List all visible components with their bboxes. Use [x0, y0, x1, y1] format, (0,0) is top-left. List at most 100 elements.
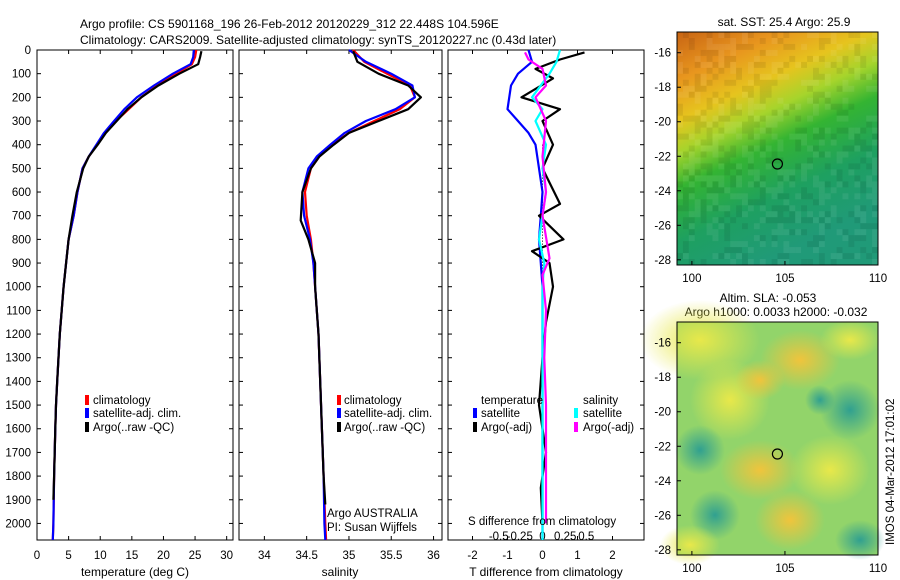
sst-pixel [706, 229, 713, 236]
sst-pixel [842, 145, 849, 152]
sst-pixel [718, 115, 725, 122]
series-line-argo-raw-qc- [299, 50, 422, 505]
sst-pixel [765, 157, 772, 164]
sst-pixel [700, 139, 707, 146]
sla-anomaly-blob [735, 360, 785, 400]
sst-pixel [682, 241, 689, 248]
sst-pixel [765, 79, 772, 86]
sst-pixel [688, 235, 695, 242]
sst-pixel [742, 241, 748, 248]
sst-pixel [872, 169, 878, 176]
sst-pixel [724, 127, 731, 134]
sst-pixel [759, 235, 766, 242]
sla-anomaly-blob [820, 380, 880, 440]
sst-pixel [706, 121, 713, 128]
legend-label-s-argo: Argo(-adj) [583, 422, 634, 434]
sst-pixel [730, 61, 737, 68]
sst-pixel [759, 175, 766, 182]
salinity-chart: 34 34.5 35 35.5 36 [239, 49, 442, 562]
sst-pixel [753, 235, 760, 242]
sst-pixel [742, 193, 748, 200]
map-x-tick-label: 110 [869, 563, 887, 575]
sst-pixel [753, 55, 760, 62]
sst-pixel [682, 163, 689, 170]
sst-pixel [854, 73, 861, 80]
sst-pixel [854, 211, 861, 218]
sst-pixel [813, 133, 819, 140]
sst-pixel [783, 247, 790, 254]
x-tick-label: 36 [427, 550, 440, 562]
sst-pixel [818, 91, 825, 98]
sst-pixel [836, 181, 843, 188]
sst-pixel [736, 163, 742, 170]
legend-label-t-argo: Argo(-adj) [481, 422, 532, 434]
sst-pixel [730, 97, 737, 104]
sst-pixel [724, 253, 731, 260]
sst-pixel [742, 151, 748, 158]
sst-pixel [712, 229, 719, 236]
sst-pixel [807, 217, 813, 224]
sst-pixel [777, 115, 784, 122]
y-tick-label: 1700 [5, 447, 31, 459]
sst-pixel [718, 163, 725, 170]
x-tick-label: 34 [258, 550, 271, 562]
sst-pixel [712, 253, 719, 260]
sst-pixel [694, 61, 701, 68]
sst-pixel [730, 247, 737, 254]
sst-pixel [777, 169, 784, 176]
map-y-tick-label: -22 [654, 151, 671, 163]
sst-pixel [706, 181, 713, 188]
sst-pixel [712, 205, 719, 212]
sst-pixel [807, 79, 813, 86]
sst-pixel [759, 259, 766, 265]
sla-anomaly-blob [675, 425, 725, 475]
sst-pixel [747, 97, 754, 104]
legend-label-satellite: satellite-adj. clim. [344, 408, 432, 420]
sst-pixel [789, 181, 796, 188]
sst-pixel [860, 217, 867, 224]
sst-pixel [801, 193, 807, 200]
sst-pixel [801, 163, 807, 170]
sst-pixel [742, 199, 748, 206]
sst-pixel [688, 157, 695, 164]
sst-pixel [789, 133, 796, 140]
sst-pixel [860, 38, 867, 44]
x-tick-label: 5 [65, 550, 71, 562]
sst-pixel [742, 121, 748, 128]
legend-label-t-satellite: satellite [481, 408, 520, 420]
sst-pixel [712, 91, 719, 98]
sst-pixel [872, 163, 878, 170]
sst-pixel [842, 181, 849, 188]
sst-pixel [742, 145, 748, 152]
sst-pixel [860, 139, 867, 146]
temperature-xlabel: temperature (deg C) [81, 565, 189, 579]
sst-pixel [730, 49, 737, 56]
sst-pixel [872, 259, 878, 265]
sst-pixel [783, 217, 790, 224]
sst-pixel [777, 175, 784, 182]
sst-pixel [824, 151, 831, 158]
sst-pixel [801, 79, 807, 86]
difference-plot-frame [447, 49, 645, 541]
sst-pixel [866, 151, 873, 158]
sst-pixel [759, 217, 766, 224]
argo-program-label: Argo AUSTRALIA [327, 508, 418, 520]
sst-pixel [813, 181, 819, 188]
sst-pixel [747, 181, 754, 188]
sst-pixel [854, 32, 861, 38]
sst-pixel [759, 145, 766, 152]
sst-pixel [818, 259, 825, 265]
sst-pixel [848, 127, 855, 134]
map-y-tick-label: -24 [654, 476, 671, 488]
sst-pixel [712, 49, 719, 56]
sst-pixel [730, 175, 737, 182]
sst-pixel [771, 259, 778, 265]
sst-pixel [724, 211, 731, 218]
sst-pixel [753, 103, 760, 110]
map-y-tick-label: -28 [654, 255, 671, 267]
sst-pixel [854, 49, 861, 56]
sst-pixel [866, 145, 873, 152]
sst-pixel [818, 235, 825, 242]
sst-pixel [730, 55, 737, 62]
sst-pixel [747, 247, 754, 254]
